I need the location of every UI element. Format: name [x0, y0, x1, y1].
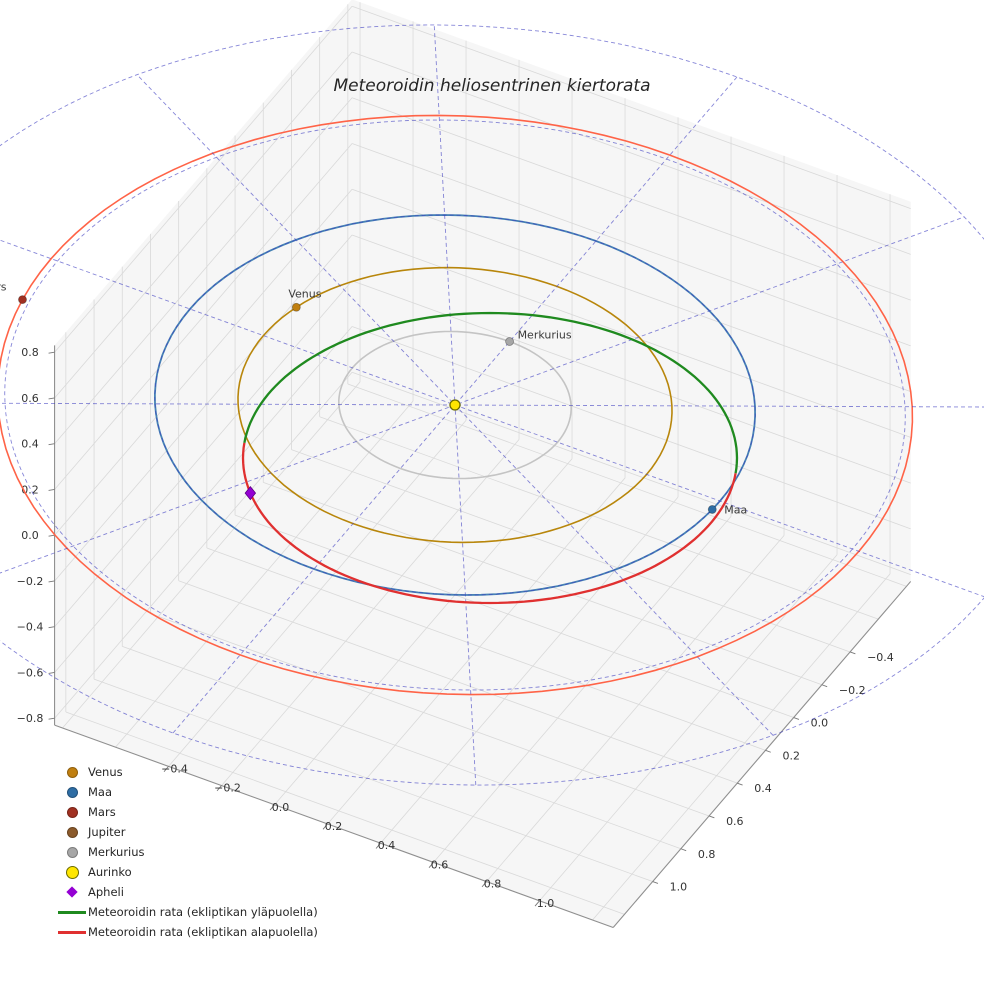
- legend-marker-dot-icon: [56, 806, 88, 818]
- tick-label: 1.0: [670, 881, 688, 894]
- tick-label: −0.4: [17, 621, 44, 634]
- legend-item-label: Venus: [88, 765, 123, 779]
- body-marker-merkurius: [505, 337, 514, 346]
- tick-label: 0.2: [325, 820, 343, 833]
- meteoroid-orbit: [241, 311, 739, 605]
- body-marker-maa: [707, 505, 717, 514]
- tick-label: −0.8: [17, 712, 44, 725]
- tick-label: 0.6: [431, 858, 449, 871]
- legend-item-label: Meteoroidin rata (ekliptikan yläpuolella…: [88, 905, 318, 919]
- tick-label: 0.8: [698, 848, 716, 861]
- pane-gridlines: [54, 2, 911, 921]
- tick-label: 0.8: [21, 346, 39, 359]
- tick-label: 0.0: [272, 801, 290, 814]
- orbit-venus: [237, 266, 673, 544]
- body-marker-mars: [18, 295, 27, 304]
- legend-marker-line-icon: [56, 930, 88, 934]
- legend-item-label: Meteoroidin rata (ekliptikan alapuolella…: [88, 925, 318, 939]
- tick-label: −0.2: [17, 575, 44, 588]
- meteoroid-above-path: [243, 311, 739, 474]
- legend-marker-dot-icon: [56, 826, 88, 838]
- body-label-maa: Maa: [724, 503, 747, 516]
- body-label-mars: Mars: [0, 281, 7, 294]
- legend-marker-dot-icon: [56, 766, 88, 778]
- tick-label: 0.6: [21, 392, 39, 405]
- sun-marker: [449, 399, 461, 411]
- legend-item-label: Apheli: [88, 885, 124, 899]
- tick-label: 0.4: [754, 782, 772, 795]
- legend: Venus Maa Mars Jupiter Merkurius Aurinko Aphel…: [56, 762, 318, 942]
- tick-label: 0.4: [21, 438, 39, 451]
- tick-label: −0.4: [161, 762, 188, 775]
- legend-item: Venus: [56, 762, 318, 782]
- legend-item: Merkurius: [56, 842, 318, 862]
- legend-marker-sun-icon: [56, 865, 88, 879]
- legend-item-label: Jupiter: [88, 825, 126, 839]
- markers: Merkurius Venus Maa Mars: [0, 281, 747, 517]
- legend-marker-line-icon: [56, 910, 88, 914]
- polar-spoke: [0, 402, 984, 408]
- tick-label: 1.0: [537, 897, 555, 910]
- legend-item: Aurinko: [56, 862, 318, 882]
- page-title: Meteoroidin heliosentrinen kiertorata: [333, 76, 651, 96]
- tick-label: −0.6: [17, 666, 44, 679]
- tick-label: 0.8: [484, 878, 502, 891]
- legend-item: Apheli: [56, 882, 318, 902]
- polar-ring: [4, 119, 906, 691]
- legend-item: Mars: [56, 802, 318, 822]
- legend-item: Jupiter: [56, 822, 318, 842]
- legend-item: Meteoroidin rata (ekliptikan yläpuolella…: [56, 902, 318, 922]
- legend-item: Meteoroidin rata (ekliptikan alapuolella…: [56, 922, 318, 942]
- legend-marker-dot-icon: [56, 846, 88, 858]
- body-label-venus: Venus: [288, 287, 321, 300]
- legend-marker-diamond-icon: [56, 886, 88, 898]
- tick-label: −0.4: [867, 651, 894, 664]
- legend-marker-dot-icon: [56, 786, 88, 798]
- tick-label: −0.2: [214, 782, 241, 795]
- legend-item-label: Merkurius: [88, 845, 145, 859]
- tick-label: 0.0: [21, 529, 39, 542]
- orbit-mars: [0, 114, 914, 696]
- legend-item-label: Maa: [88, 785, 113, 799]
- legend-item-label: Aurinko: [88, 865, 132, 879]
- body-marker-venus: [291, 302, 301, 312]
- meteoroid-below-path: [241, 442, 737, 605]
- tick-label: 0.4: [378, 839, 396, 852]
- legend-item: Maa: [56, 782, 318, 802]
- tick-label: 0.6: [726, 815, 744, 828]
- tick-label: 0.2: [782, 749, 800, 762]
- aphelion-marker: [244, 485, 257, 501]
- body-label-merkurius: Merkurius: [518, 329, 572, 342]
- tick-label: 0.0: [811, 717, 829, 730]
- tick-label: −0.2: [839, 684, 866, 697]
- legend-item-label: Mars: [88, 805, 116, 819]
